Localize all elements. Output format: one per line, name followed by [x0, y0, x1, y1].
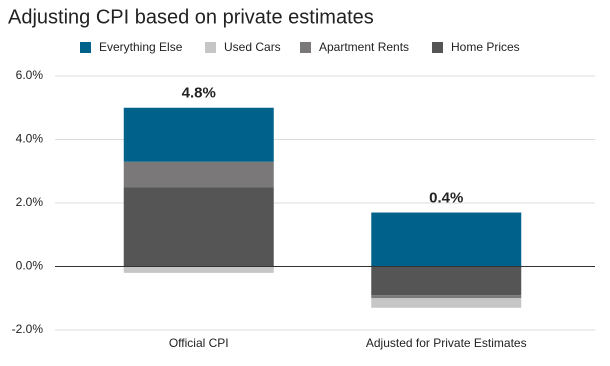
legend-label: Apartment Rents — [319, 40, 409, 54]
bar-segment — [371, 266, 522, 296]
legend-swatch — [432, 42, 443, 53]
chart-title: Adjusting CPI based on private estimates — [8, 6, 374, 28]
total-label: 4.8% — [182, 85, 216, 102]
legend-label: Everything Else — [99, 40, 183, 54]
legend-swatch — [300, 42, 311, 53]
bar-segment — [123, 266, 274, 273]
y-tick-label: 6.0% — [16, 68, 44, 82]
bar-segment — [371, 212, 522, 267]
bar-segment — [371, 298, 522, 308]
bar-segment — [371, 295, 522, 299]
bar-segment — [123, 161, 274, 188]
x-tick-label: Adjusted for Private Estimates — [366, 336, 527, 350]
legend-swatch — [80, 42, 91, 53]
legend-label: Used Cars — [224, 40, 281, 54]
y-tick-label: -2.0% — [12, 322, 44, 336]
y-tick-label: 0.0% — [16, 259, 44, 273]
y-tick-label: 4.0% — [16, 132, 44, 146]
bar-segment — [123, 107, 274, 162]
total-label: 0.4% — [429, 189, 463, 206]
legend-swatch — [205, 42, 216, 53]
y-tick-label: 2.0% — [16, 195, 44, 209]
x-tick-label: Official CPI — [169, 336, 229, 350]
legend-label: Home Prices — [451, 40, 520, 54]
bar-segment — [123, 187, 274, 267]
